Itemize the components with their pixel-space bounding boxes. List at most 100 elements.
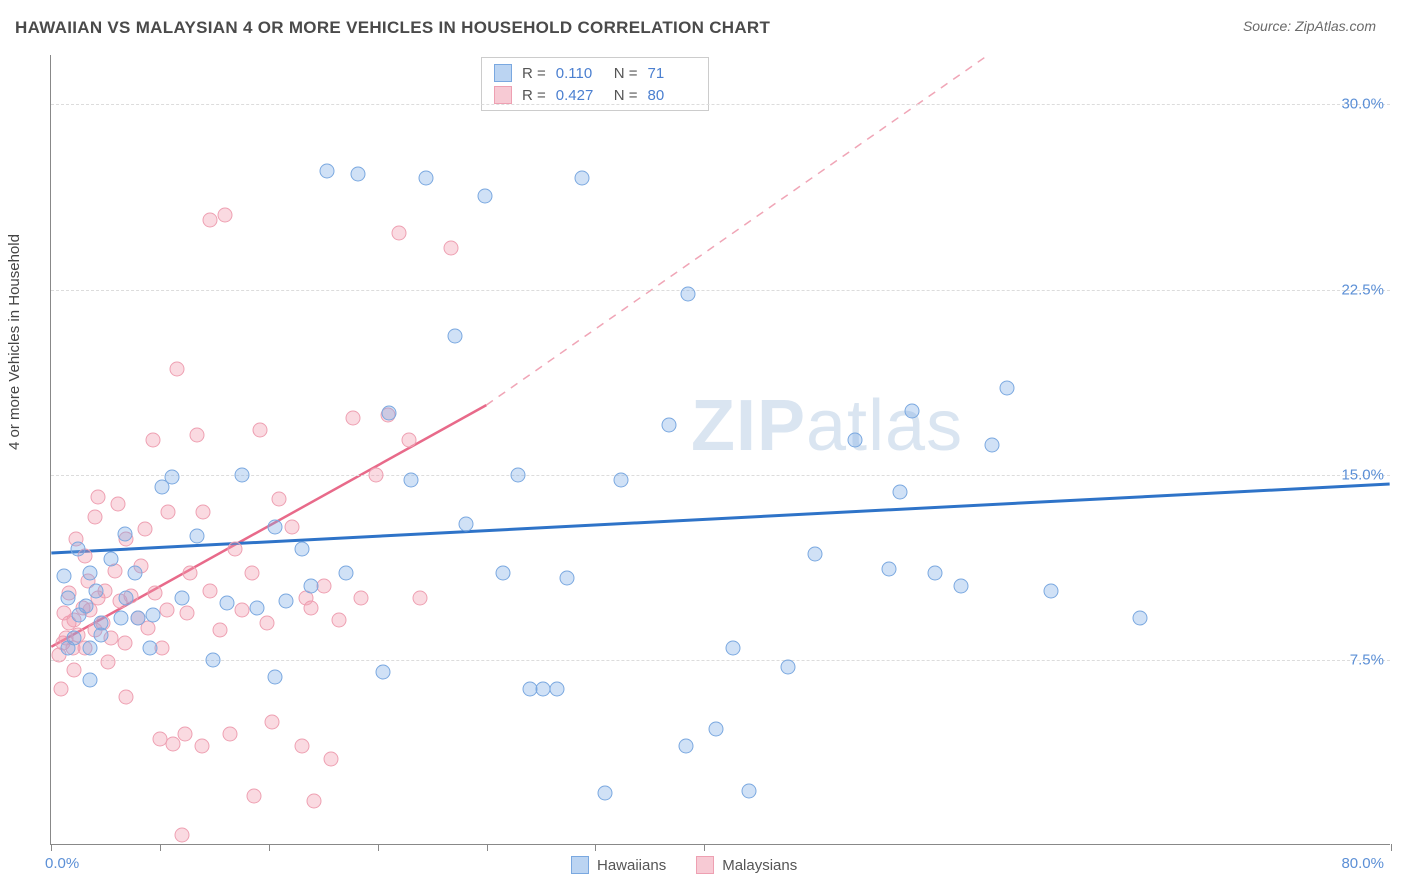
- data-point: [459, 517, 474, 532]
- data-point: [549, 682, 564, 697]
- data-point: [725, 640, 740, 655]
- y-axis-label: 4 or more Vehicles in Household: [6, 234, 23, 450]
- legend-label: Malaysians: [722, 857, 797, 874]
- data-point: [412, 591, 427, 606]
- data-point: [189, 428, 204, 443]
- data-point: [285, 519, 300, 534]
- data-point: [447, 329, 462, 344]
- x-tick: [160, 844, 161, 851]
- data-point: [338, 566, 353, 581]
- r-label: R =: [522, 65, 546, 82]
- data-point: [265, 714, 280, 729]
- data-point: [67, 630, 82, 645]
- stats-row: R =0.427N =80: [482, 84, 708, 106]
- data-point: [223, 726, 238, 741]
- data-point: [268, 519, 283, 534]
- data-point: [477, 188, 492, 203]
- data-point: [87, 509, 102, 524]
- data-point: [559, 571, 574, 586]
- data-point: [332, 613, 347, 628]
- n-value: 80: [648, 87, 696, 104]
- data-point: [146, 433, 161, 448]
- r-value: 0.110: [556, 65, 604, 82]
- y-tick-label: 22.5%: [1341, 281, 1384, 298]
- x-axis-origin-label: 0.0%: [45, 855, 79, 872]
- data-point: [219, 596, 234, 611]
- data-point: [119, 591, 134, 606]
- data-point: [382, 405, 397, 420]
- data-point: [320, 164, 335, 179]
- data-point: [268, 670, 283, 685]
- legend-swatch-pink: [494, 86, 512, 104]
- data-point: [368, 467, 383, 482]
- x-tick: [1391, 844, 1392, 851]
- data-point: [278, 593, 293, 608]
- data-point: [893, 484, 908, 499]
- data-point: [228, 541, 243, 556]
- data-point: [303, 578, 318, 593]
- data-point: [598, 786, 613, 801]
- n-label: N =: [614, 87, 638, 104]
- data-point: [82, 672, 97, 687]
- data-point: [114, 610, 129, 625]
- data-point: [1132, 610, 1147, 625]
- data-point: [57, 605, 72, 620]
- x-tick: [595, 844, 596, 851]
- y-tick-label: 15.0%: [1341, 466, 1384, 483]
- data-point: [271, 492, 286, 507]
- data-point: [985, 438, 1000, 453]
- data-point: [194, 739, 209, 754]
- x-axis-max-label: 80.0%: [1341, 855, 1384, 872]
- data-point: [306, 793, 321, 808]
- gridline: [51, 660, 1390, 661]
- data-point: [662, 418, 677, 433]
- data-point: [117, 526, 132, 541]
- data-point: [117, 635, 132, 650]
- x-tick: [704, 844, 705, 851]
- data-point: [218, 208, 233, 223]
- data-point: [174, 591, 189, 606]
- legend-swatch-blue: [494, 64, 512, 82]
- gridline: [51, 104, 1390, 105]
- data-point: [164, 470, 179, 485]
- chart-title: HAWAIIAN VS MALAYSIAN 4 OR MORE VEHICLES…: [15, 18, 770, 38]
- data-point: [82, 566, 97, 581]
- x-tick: [51, 844, 52, 851]
- data-point: [183, 566, 198, 581]
- data-point: [708, 721, 723, 736]
- data-point: [57, 568, 72, 583]
- data-point: [79, 598, 94, 613]
- legend-item: Malaysians: [696, 856, 797, 874]
- data-point: [206, 652, 221, 667]
- data-point: [375, 665, 390, 680]
- data-point: [127, 566, 142, 581]
- correlation-stats-box: R =0.110N =71R =0.427N =80: [481, 57, 709, 111]
- y-tick-label: 30.0%: [1341, 96, 1384, 113]
- data-point: [953, 578, 968, 593]
- data-point: [295, 739, 310, 754]
- data-point: [213, 623, 228, 638]
- data-point: [1000, 381, 1015, 396]
- data-point: [404, 472, 419, 487]
- data-point: [353, 591, 368, 606]
- r-label: R =: [522, 87, 546, 104]
- data-point: [60, 591, 75, 606]
- data-point: [402, 433, 417, 448]
- data-point: [111, 497, 126, 512]
- stats-row: R =0.110N =71: [482, 62, 708, 84]
- data-point: [345, 410, 360, 425]
- watermark: ZIPatlas: [691, 385, 963, 467]
- n-label: N =: [614, 65, 638, 82]
- x-tick: [487, 844, 488, 851]
- data-point: [131, 610, 146, 625]
- data-point: [613, 472, 628, 487]
- data-point: [350, 166, 365, 181]
- data-point: [142, 640, 157, 655]
- data-point: [848, 433, 863, 448]
- gridline: [51, 290, 1390, 291]
- legend-swatch-blue: [571, 856, 589, 874]
- data-point: [174, 828, 189, 843]
- data-point: [928, 566, 943, 581]
- data-point: [1043, 583, 1058, 598]
- data-point: [234, 467, 249, 482]
